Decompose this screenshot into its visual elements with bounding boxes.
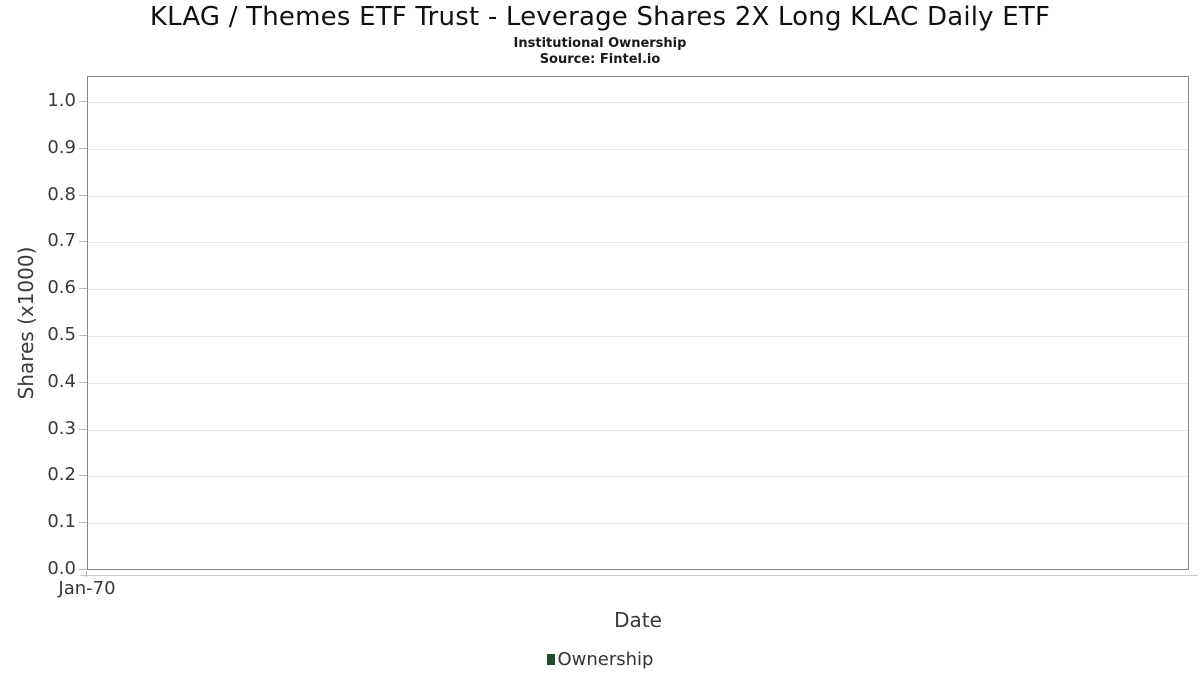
gridline [88,102,1188,103]
x-tick-label: Jan-70 [58,578,116,599]
gridline [88,430,1188,431]
gridline [88,336,1188,337]
y-tick-mark [79,288,87,289]
legend-label-ownership: Ownership [557,648,654,670]
plot-area [87,76,1189,570]
y-tick-mark [79,569,87,570]
y-tick-mark [79,522,87,523]
gridline [88,289,1188,290]
y-tick-mark [79,148,87,149]
y-tick-label: 0.7 [47,230,76,251]
chart-source: Source: Fintel.io [539,52,661,67]
y-tick-label: 0.3 [47,418,76,439]
y-tick-label: 0.2 [47,464,76,485]
y-tick-label: 0.6 [47,277,76,298]
y-tick-label: 0.5 [47,324,76,345]
y-tick-label: 0.1 [47,511,76,532]
y-tick-mark [79,335,87,336]
legend-item-ownership[interactable]: Ownership [546,648,654,670]
chart-title: KLAG / Themes ETF Trust - Leverage Share… [149,2,1051,32]
y-tick-mark [79,101,87,102]
x-tick-mark [86,571,87,577]
gridline [88,523,1188,524]
legend: Ownership [0,648,1200,670]
gridline [88,476,1188,477]
y-tick-label: 0.4 [47,371,76,392]
y-tick-mark [79,429,87,430]
legend-marker-ownership [546,653,555,665]
x-axis-label: Date [614,608,662,632]
y-tick-mark [79,195,87,196]
y-tick-label: 0.8 [47,184,76,205]
gridline [88,196,1188,197]
gridline [88,242,1188,243]
x-axis-line [80,575,1198,576]
chart-subtitle: Institutional Ownership [513,36,687,51]
y-tick-mark [79,475,87,476]
y-tick-label: 1.0 [47,90,76,111]
y-tick-label: 0.9 [47,137,76,158]
y-tick-mark [79,241,87,242]
gridline [88,383,1188,384]
y-tick-mark [79,382,87,383]
y-tick-label: 0.0 [47,558,76,579]
gridline [88,149,1188,150]
